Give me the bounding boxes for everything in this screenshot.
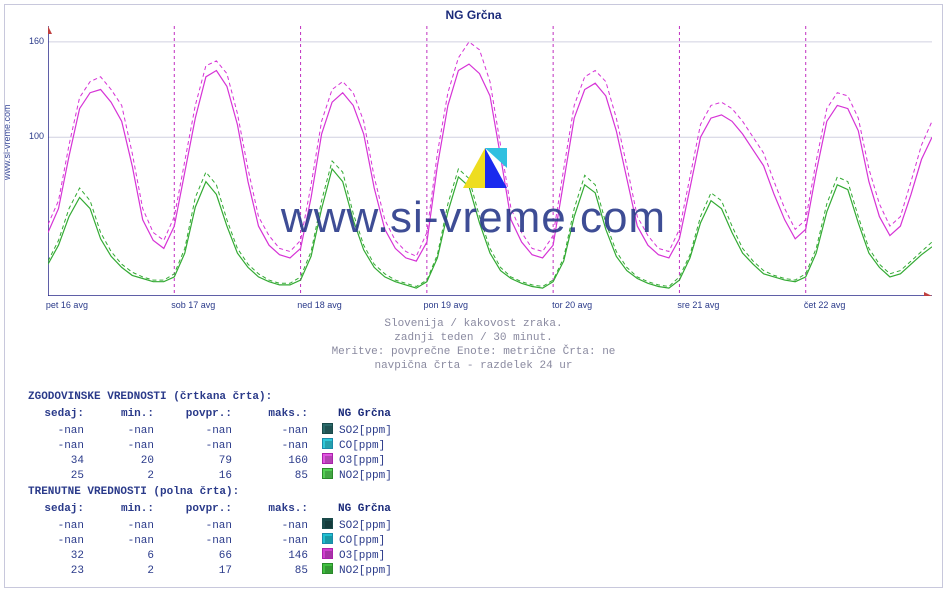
legend-swatch: [322, 548, 333, 559]
legend-swatch: [322, 518, 333, 529]
table-row: -nan-nan-nan-nanCO[ppm]: [28, 438, 392, 453]
table-row: -nan-nan-nan-nanSO2[ppm]: [28, 423, 392, 438]
legend-swatch: [322, 438, 333, 449]
table-row: -nan-nan-nan-nanSO2[ppm]: [28, 518, 392, 533]
caption-line: Meritve: povprečne Enote: metrične Črta:…: [0, 346, 947, 358]
xtick: čet 22 avg: [804, 300, 846, 310]
legend-swatch: [322, 468, 333, 479]
xtick: tor 20 avg: [552, 300, 592, 310]
ytick: 160: [18, 36, 44, 46]
legend-swatch: [322, 423, 333, 434]
ytick: 100: [18, 131, 44, 141]
xtick: pon 19 avg: [424, 300, 469, 310]
chart-title: NG Grčna: [0, 8, 947, 22]
legend-swatch: [322, 563, 333, 574]
caption-line: Slovenija / kakovost zraka.: [0, 318, 947, 330]
table-section-header: ZGODOVINSKE VREDNOSTI (črtkana črta):: [28, 390, 392, 405]
table-row: 342079160O3[ppm]: [28, 453, 392, 468]
table-row: 2521685NO2[ppm]: [28, 468, 392, 483]
caption-line: zadnji teden / 30 minut.: [0, 332, 947, 344]
table-row: 32666146O3[ppm]: [28, 548, 392, 563]
table-section-header: TRENUTNE VREDNOSTI (polna črta):: [28, 485, 392, 500]
xtick: sob 17 avg: [171, 300, 215, 310]
caption-line: navpična črta - razdelek 24 ur: [0, 360, 947, 372]
table-column-header: sedaj:min.:povpr.:maks.:NG Grčna: [28, 502, 392, 517]
table-row: -nan-nan-nan-nanCO[ppm]: [28, 533, 392, 548]
xtick: sre 21 avg: [677, 300, 719, 310]
legend-swatch: [322, 453, 333, 464]
table-row: 2321785NO2[ppm]: [28, 563, 392, 578]
table-column-header: sedaj:min.:povpr.:maks.:NG Grčna: [28, 407, 392, 422]
legend-swatch: [322, 533, 333, 544]
plot-area: [48, 26, 932, 296]
plot-svg: [48, 26, 932, 296]
data-tables: ZGODOVINSKE VREDNOSTI (črtkana črta): sed…: [28, 388, 392, 578]
side-source-label: www.si-vreme.com: [2, 104, 12, 180]
xtick: ned 18 avg: [297, 300, 342, 310]
xtick: pet 16 avg: [46, 300, 88, 310]
